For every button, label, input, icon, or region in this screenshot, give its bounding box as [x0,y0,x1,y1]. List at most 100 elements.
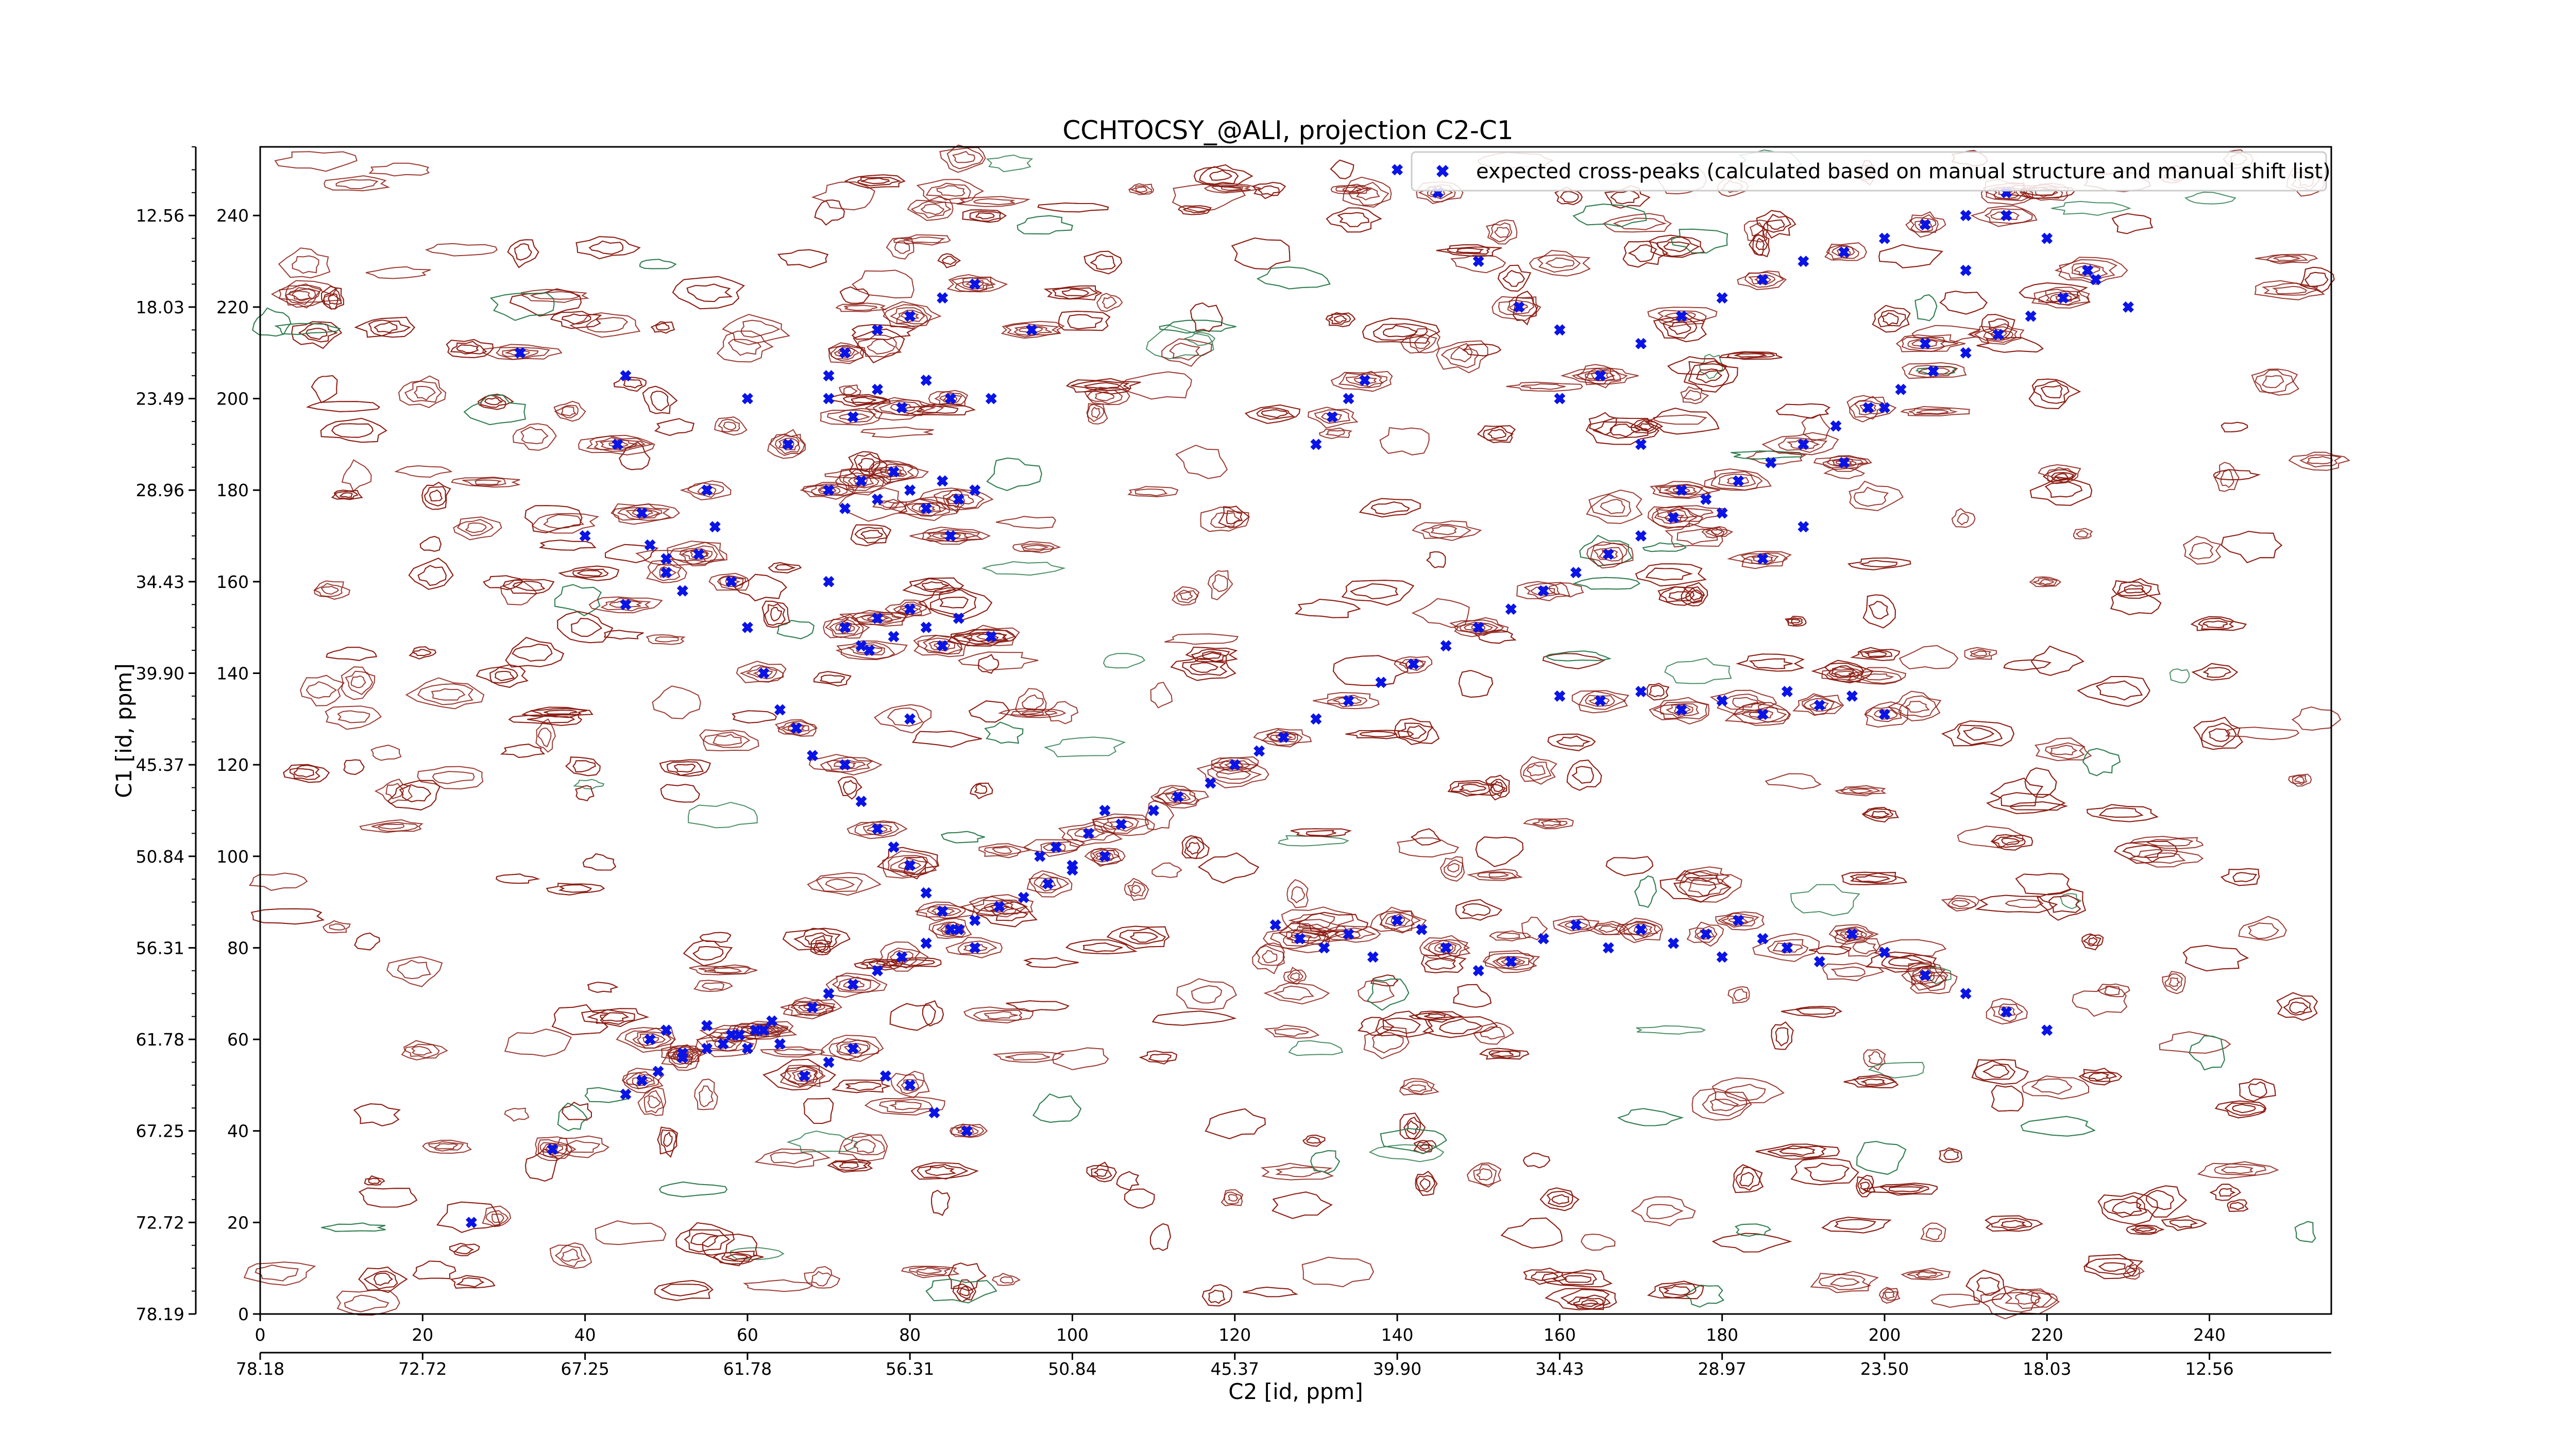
positive-contour-145-2 [2168,977,2181,987]
positive-contour-pk14-2 [889,950,913,964]
positive-contour-pk160-2 [502,348,539,358]
positive-contour-pk170-4 [940,533,962,539]
positive-contour-237-0 [1397,837,1460,858]
positive-contour-672-1 [561,313,591,325]
positive-contour-23-2 [350,675,366,688]
positive-contour-769-0 [496,873,540,884]
positive-contour-68-1 [1704,527,1728,537]
positive-contour-804-0 [1455,899,1503,921]
positive-contour-777-0 [1667,356,1727,376]
positive-contour-104-1 [1919,975,1947,991]
positive-contour-612-1 [368,319,411,336]
positive-contour-390-2 [1962,727,1995,741]
positive-contour-587-1 [572,568,609,578]
positive-contour-589-0 [1065,378,1141,395]
negative-contour-733-0 [1914,294,1938,322]
x-ppm-tick-label-2: 67.25 [561,1359,609,1379]
cross-peak-82 [1635,923,1647,935]
positive-contour-173-1 [1207,766,1262,784]
positive-contour-471-0 [642,385,678,414]
cross-peak-44 [1798,439,1809,450]
positive-contour-888-0 [2028,378,2081,410]
positive-contour-pk24-2 [1156,788,1196,804]
cross-peak-94 [2001,1006,2012,1018]
positive-contour-162-0 [1901,1268,1951,1280]
positive-contour-830-0 [876,847,940,875]
positive-contour-pk80-0 [1553,916,1600,935]
x-ppm-tick-label-7: 39.90 [1373,1359,1421,1379]
cross-peak-1 [620,1088,632,1100]
cross-peak-168 [863,645,875,656]
cross-peak-17 [969,915,981,926]
positive-contour-185-0 [1823,467,1866,479]
positive-contour-pk170-0 [909,526,991,545]
positive-contour-pk210-2 [890,856,929,874]
positive-contour-pk30-2 [1332,697,1362,704]
positive-contour-746-1 [1974,1060,2016,1081]
y-tick-label-1: 20 [227,1212,249,1233]
positive-contour-608-1 [1306,830,1336,836]
positive-contour-583-0 [768,562,802,574]
positive-contour-728-0 [1497,264,1532,292]
cross-peak-157 [1960,210,1972,222]
positive-contour-625-1 [1382,1017,1421,1034]
positive-contour-644-0 [699,932,732,943]
positive-contour-505-0 [575,236,641,260]
positive-contour-27-0 [1204,183,1261,194]
cross-peak-200 [725,576,737,587]
positive-contour-pk30-0 [1313,692,1380,710]
positive-contour-710-1 [1571,766,1594,784]
positive-contour-895-0 [675,1222,735,1256]
y-tick-label-8: 160 [216,572,249,592]
positive-contour-719-1 [1749,658,1793,669]
positive-contour-130-0 [1379,427,1430,456]
cross-peak-87 [1757,933,1769,945]
cross-peak-35 [1505,603,1517,615]
positive-contour-pk20-2 [1033,877,1062,892]
positive-contour-619-1 [1119,928,1166,945]
positive-contour-pk26-1 [1211,757,1259,772]
positive-contour-pk122-0 [1308,407,1359,429]
positive-contour-144-0 [1411,598,1470,628]
cross-peak-203 [774,704,786,716]
negative-contour-18-0 [1636,1025,1706,1035]
positive-contour-598-0 [1847,557,1911,570]
positive-contour-pk118-3 [890,403,916,412]
positive-contour-597-2 [1419,1143,1431,1150]
cross-peak-143 [872,324,884,336]
cross-peak-88 [1781,942,1793,954]
cross-peak-188 [2001,210,2012,222]
positive-contour-735-2 [1791,618,1801,624]
negative-contour-863-0 [1016,215,1073,235]
positive-contour-431-0 [2239,1078,2276,1102]
positive-contour-656-1 [1370,501,1410,515]
positive-contour-755-0 [1185,646,1238,663]
positive-contour-398-1 [1502,269,1525,287]
positive-contour-680-1 [930,589,977,616]
positive-contour-pk50-2 [1982,328,2014,341]
positive-contour-pk10-2 [790,1001,837,1014]
cross-peak-133 [1846,690,1858,702]
positive-contour-147-1 [313,583,343,597]
positive-contour-103-1 [770,1152,814,1165]
positive-contour-598-1 [1859,560,1897,568]
x-axis-label: C2 [id, ppm] [1228,1379,1363,1404]
negative-contour-220-0 [730,1247,785,1260]
positive-contour-121-2 [1598,925,1618,933]
positive-contour-29-0 [714,416,748,436]
y-ppm-tick-label-10: 23.49 [136,389,184,409]
positive-contour-158-0 [2254,280,2325,300]
cross-peak-14 [896,951,908,963]
positive-contour-165-1 [1325,430,1345,437]
positive-contour-55-0 [804,1266,841,1289]
positive-contour-pk110-2 [896,603,922,615]
positive-contour-pk4-3 [672,1051,693,1065]
positive-contour-702-0 [1748,229,1770,258]
positive-contour-161-2 [984,1011,1018,1020]
positive-contour-870-1 [1148,1053,1172,1062]
positive-contour-899-0 [1231,237,1291,270]
positive-contour-672-0 [550,311,602,329]
positive-contour-667-2 [1739,1172,1754,1187]
positive-contour-217-0 [2182,535,2222,565]
positive-contour-647-2 [544,710,578,715]
